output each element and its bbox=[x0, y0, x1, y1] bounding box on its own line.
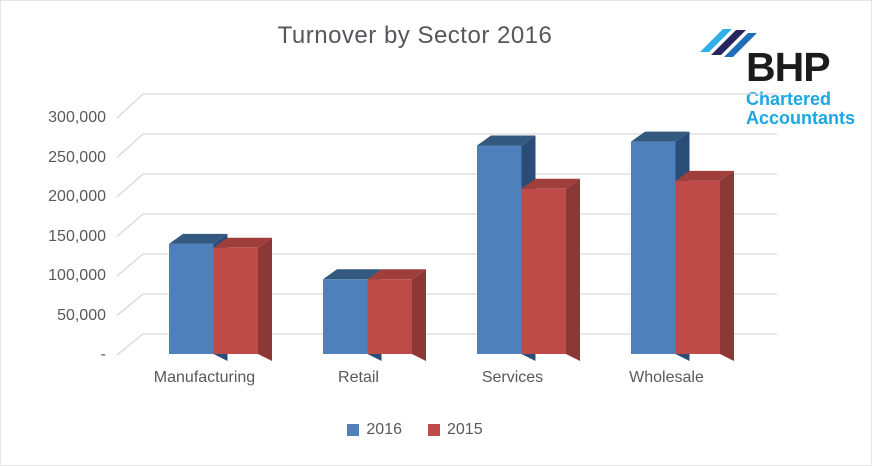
bar-2016-wholesale-top bbox=[631, 131, 690, 142]
bar-2015-retail bbox=[367, 279, 412, 354]
legend-label-2016: 2016 bbox=[366, 421, 402, 438]
gridline-diagonal bbox=[116, 133, 144, 158]
bar-2015-wholesale-top bbox=[675, 170, 734, 181]
legend-swatch-2015 bbox=[428, 424, 440, 436]
bhp-logo: BHP Chartered Accountants bbox=[694, 6, 864, 131]
bhp-logo-name: BHP bbox=[746, 44, 831, 90]
bar-2015-services bbox=[521, 188, 566, 354]
bar-2016-services-top bbox=[477, 135, 536, 146]
gridline-diagonal bbox=[116, 293, 144, 317]
bar-2015-services-top bbox=[521, 178, 580, 189]
bar-2016-retail-top bbox=[323, 269, 382, 280]
legend: 2016 2015 bbox=[0, 421, 830, 439]
bhp-stripes-icon bbox=[700, 29, 757, 57]
y-tick-label: 250,000 bbox=[48, 148, 106, 166]
bar-2015-manufacturing bbox=[213, 247, 258, 354]
bar-2016-wholesale bbox=[631, 141, 676, 354]
bar-2016-retail bbox=[323, 279, 368, 354]
x-axis-label-manufacturing: Manufacturing bbox=[153, 369, 256, 386]
y-tick-label: 150,000 bbox=[48, 227, 106, 245]
gridline-diagonal bbox=[116, 173, 144, 198]
bar-2015-retail-top bbox=[367, 269, 426, 280]
x-axis-label-retail: Retail bbox=[338, 369, 379, 386]
bar-2015-wholesale-side bbox=[720, 170, 734, 361]
bar-2015-services-side bbox=[566, 178, 580, 361]
bar-2016-manufacturing bbox=[169, 243, 214, 354]
gridline-diagonal bbox=[116, 333, 144, 356]
gridline-diagonal bbox=[116, 93, 144, 119]
legend-item-2015: 2015 bbox=[428, 421, 483, 439]
bar-2015-manufacturing-side bbox=[258, 237, 272, 361]
y-tick-label: 200,000 bbox=[48, 188, 106, 205]
y-tick-label: 50,000 bbox=[57, 306, 106, 324]
y-tick-label: 300,000 bbox=[48, 109, 106, 126]
legend-item-2016: 2016 bbox=[347, 421, 402, 439]
legend-swatch-2016 bbox=[347, 424, 360, 436]
bar-2016-services bbox=[477, 145, 522, 354]
gridline-diagonal bbox=[116, 253, 144, 277]
x-axis-label-wholesale: Wholesale bbox=[629, 369, 704, 386]
chart-title: Turnover by Sector 2016 bbox=[277, 22, 553, 49]
x-axis-label-services: Services bbox=[481, 369, 544, 386]
legend-label-2015: 2015 bbox=[447, 421, 483, 438]
gridline-diagonal bbox=[116, 213, 144, 237]
bar-2015-retail-side bbox=[412, 269, 426, 361]
bhp-logo-subtitle-line2: Accountants bbox=[746, 108, 856, 128]
bar-2015-manufacturing-top bbox=[213, 237, 272, 248]
bar-2015-wholesale bbox=[675, 180, 720, 354]
y-tick-label: 100,000 bbox=[48, 267, 106, 284]
y-tick-label: - bbox=[100, 346, 106, 363]
bar-2016-manufacturing-top bbox=[169, 233, 228, 244]
